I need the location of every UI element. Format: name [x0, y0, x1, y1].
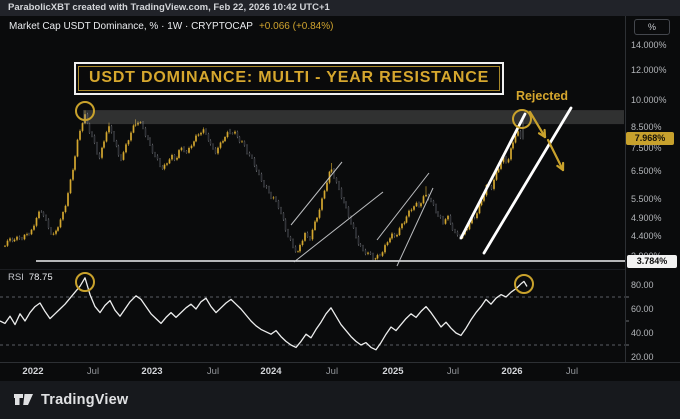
price-change: +0.066 (+0.84%) [258, 21, 334, 32]
symbol-title[interactable]: Market Cap USDT Dominance, % · 1W · CRYP… [9, 21, 253, 32]
rsi-value: 78.75 [28, 272, 53, 283]
current-price-label: 7.968% [626, 131, 674, 145]
tradingview-logo-icon [14, 394, 33, 405]
time-axis-border [0, 362, 680, 363]
price-scale-unit-button[interactable]: % [634, 19, 670, 35]
rejected-annotation: Rejected [515, 89, 569, 103]
attribution-bar: ParabolicXBT created with TradingView.co… [0, 0, 680, 16]
symbol-legend[interactable]: Market Cap USDT Dominance, % · 1W · CRYP… [9, 21, 333, 32]
pane-divider [0, 269, 625, 270]
footer-bar: TradingView [0, 381, 680, 419]
price-axis-border [625, 16, 626, 362]
rsi-legend[interactable]: RSI 78.75 [8, 272, 53, 283]
title-banner: USDT DOMINANCE: MULTI - YEAR RESISTANCE [74, 62, 505, 95]
rsi-name: RSI [8, 272, 24, 283]
tradingview-brand: TradingView [41, 392, 129, 408]
attribution-text: ParabolicXBT created with TradingView.co… [8, 2, 330, 13]
support-price-label: 3.784% [627, 254, 677, 268]
title-banner-text: USDT DOMINANCE: MULTI - YEAR RESISTANCE [78, 66, 501, 91]
